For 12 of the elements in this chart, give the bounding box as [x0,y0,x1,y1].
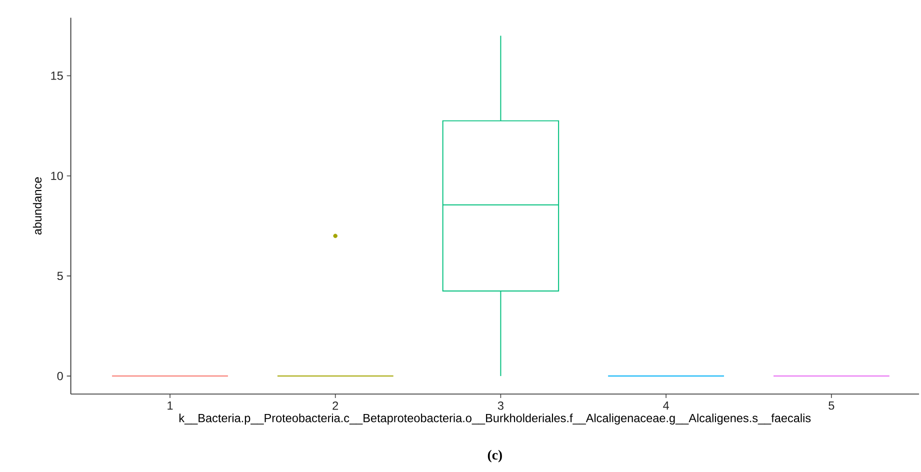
y-tick-label: 5 [57,272,63,280]
x-tick-label: 3 [498,402,504,410]
y-tick-label: 0 [57,372,63,380]
x-axis-title: k__Bacteria.p__Proteobacteria.c__Betaproteobacteria.o__Burkholderiales.f__Alcaligenaceae.g__Alcaligenes.s__faecalis [179,414,811,425]
x-tick-label: 5 [828,402,834,410]
y-tick-label: 15 [51,72,63,80]
x-tick-label: 4 [663,402,669,410]
y-axis-title: abundance [32,177,42,235]
y-tick-label: 10 [51,172,63,180]
text: (c) [488,450,502,462]
x-tick-label: 2 [332,402,338,410]
x-tick-label: 1 [168,402,173,410]
